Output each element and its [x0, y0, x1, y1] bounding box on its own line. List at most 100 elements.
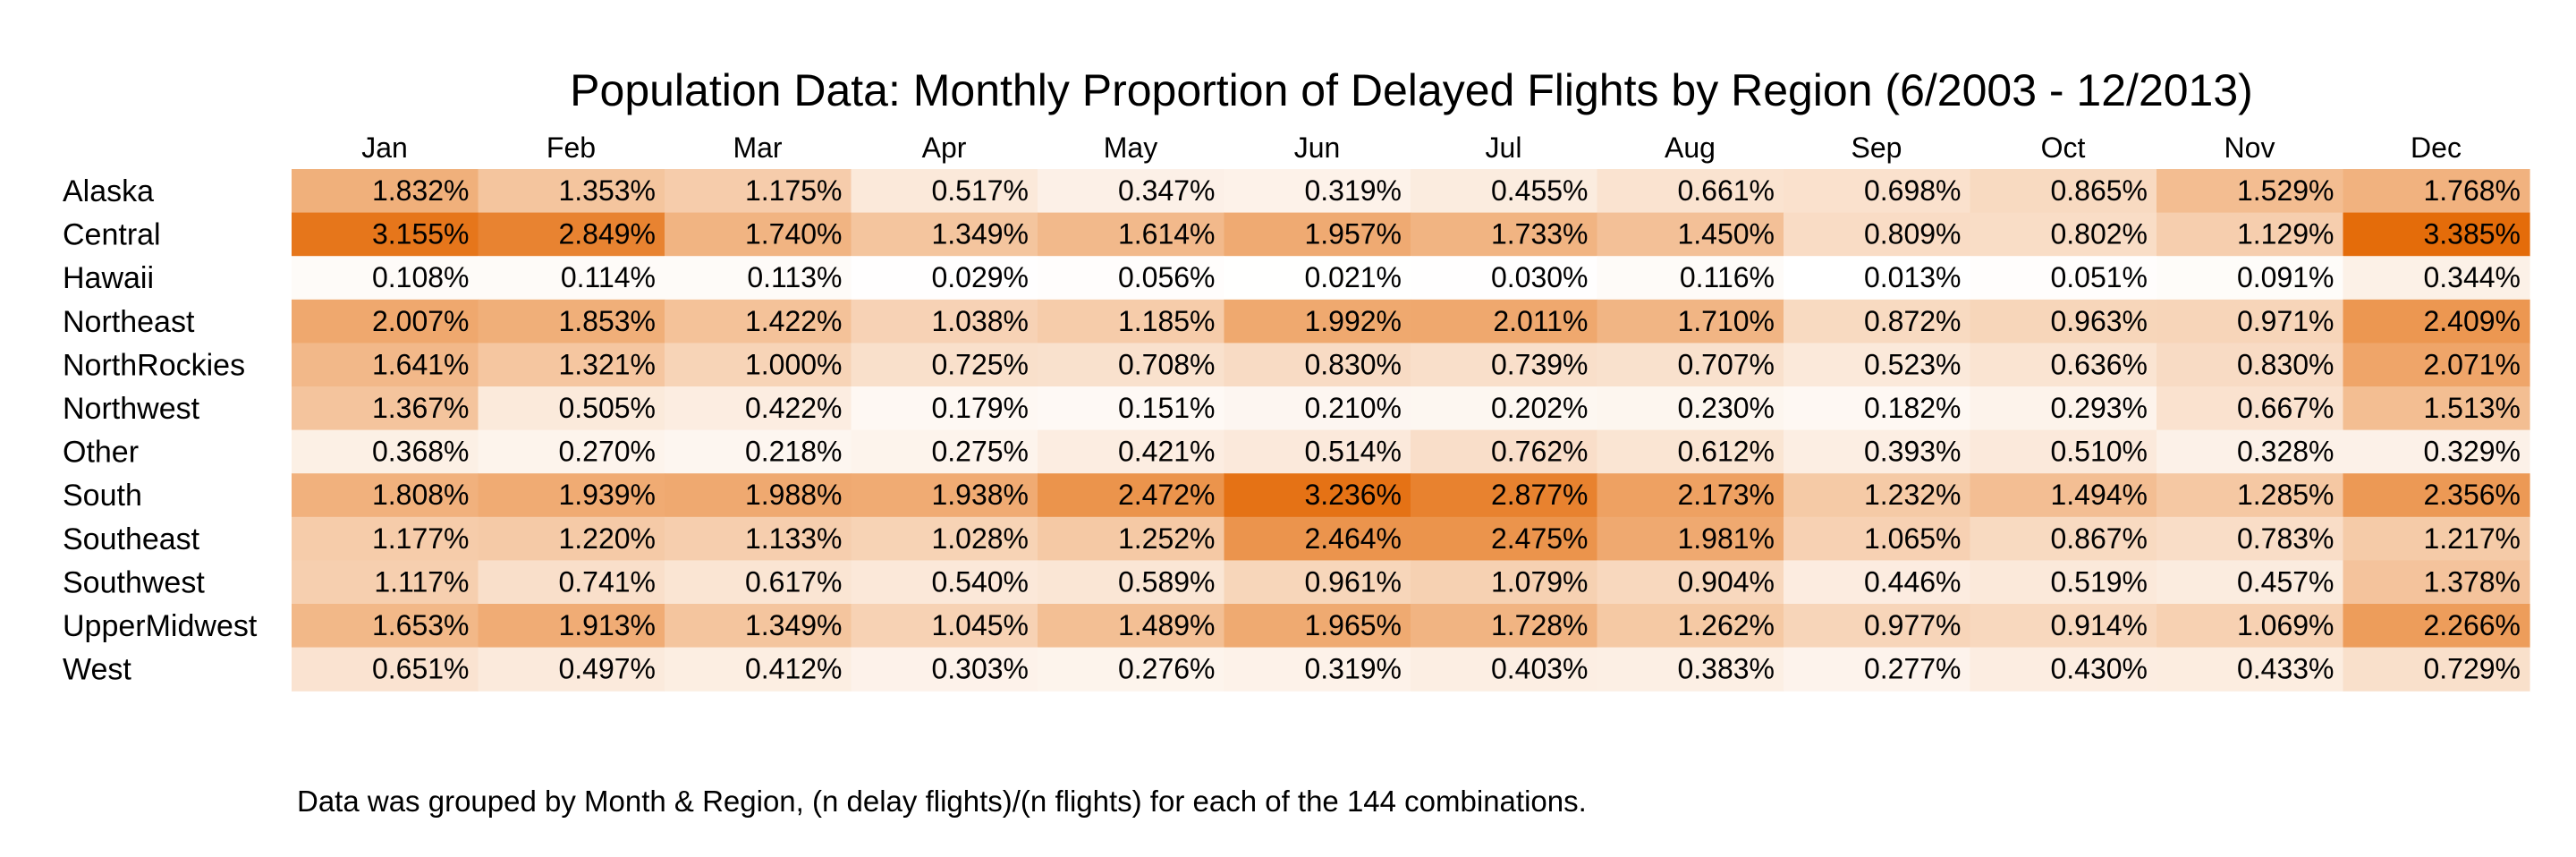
heatmap-cell [1038, 604, 1225, 649]
heatmap-cell [292, 560, 479, 605]
heatmap-cell [2157, 299, 2344, 344]
heatmap-cell [2157, 647, 2344, 692]
cell-value-label: 2.173% [1677, 479, 1775, 511]
cell-value-label: 0.056% [1118, 261, 1216, 293]
cell-value-label: 0.904% [1677, 565, 1775, 598]
heatmap-cell [665, 473, 852, 518]
heatmap-cell [2343, 343, 2530, 387]
cell-value-label: 0.114% [561, 261, 656, 293]
cell-value-label: 0.497% [558, 653, 656, 685]
heatmap-cell [665, 386, 852, 431]
cell-value-label: 0.617% [745, 565, 843, 598]
heatmap-cell [2157, 604, 2344, 649]
heatmap-cell [1224, 473, 1411, 518]
heatmap-cell [1784, 647, 1971, 692]
heatmap-cell [665, 256, 852, 301]
heatmap-cell [1784, 429, 1971, 474]
cell-value-label: 0.540% [931, 565, 1029, 598]
heatmap-cell [851, 386, 1038, 431]
heatmap-cell [2157, 212, 2344, 257]
cell-value-label: 1.065% [1864, 522, 1962, 555]
cell-value-label: 0.051% [2050, 261, 2148, 293]
heatmap-cell [1597, 647, 1784, 692]
region-label: NorthRockies [63, 348, 245, 382]
cell-value-label: 0.218% [745, 436, 843, 468]
heatmap-cell [851, 473, 1038, 518]
cell-value-label: 3.385% [2423, 218, 2521, 250]
heatmap-cell [1224, 560, 1411, 605]
heatmap-cell [292, 256, 479, 301]
heatmap-cell [2343, 516, 2530, 561]
heatmap-cell [851, 256, 1038, 301]
cell-value-label: 0.519% [2050, 565, 2148, 598]
heatmap-cell [1038, 473, 1225, 518]
cell-value-label: 0.179% [931, 392, 1029, 424]
cell-value-label: 1.853% [558, 305, 656, 337]
heatmap-cell [1411, 429, 1598, 474]
heatmap-cell [851, 299, 1038, 344]
cell-value-label: 0.505% [558, 392, 656, 424]
cell-value-label: 0.510% [2050, 436, 2148, 468]
cell-value-label: 0.741% [558, 565, 656, 598]
heatmap-cell [292, 343, 479, 387]
month-label: Sep [1852, 132, 1902, 164]
cell-value-label: 3.236% [1304, 479, 1402, 511]
heatmap-cell [2343, 473, 2530, 518]
cell-value-label: 2.007% [372, 305, 470, 337]
cell-value-label: 0.275% [931, 436, 1029, 468]
heatmap-cell [1411, 516, 1598, 561]
heatmap-cell [1970, 560, 2157, 605]
heatmap-cell [1038, 647, 1225, 692]
cell-value-label: 0.707% [1677, 348, 1775, 380]
cell-value-label: 1.988% [745, 479, 843, 511]
cell-value-label: 0.276% [1118, 653, 1216, 685]
cell-value-label: 1.513% [2423, 392, 2521, 424]
cell-value-label: 0.725% [931, 348, 1029, 380]
heatmap-cell [1411, 169, 1598, 214]
heatmap-cell [851, 169, 1038, 214]
heatmap-cell [1224, 429, 1411, 474]
cell-value-label: 0.830% [1304, 348, 1402, 380]
heatmap-cell [665, 604, 852, 649]
region-label: Alaska [63, 174, 154, 208]
heatmap-cell [2343, 212, 2530, 257]
heatmap-cell [478, 516, 665, 561]
heatmap-cell [2157, 429, 2344, 474]
cell-value-label: 0.830% [2237, 348, 2334, 380]
cell-value-label: 0.013% [1864, 261, 1962, 293]
heatmap-cell [2343, 299, 2530, 344]
cell-value-label: 1.832% [372, 174, 470, 207]
cell-value-label: 0.029% [931, 261, 1029, 293]
region-label: South [63, 479, 142, 513]
month-axis-labels: Jan Feb Mar Apr May Jun Jul Aug Sep Oct Nov Dec [361, 132, 2462, 164]
heatmap-cell [292, 386, 479, 431]
cell-value-label: 0.182% [1864, 392, 1962, 424]
cell-value-label: 0.270% [558, 436, 656, 468]
region-label: UpperMidwest [63, 609, 258, 643]
heatmap-cell [1038, 169, 1225, 214]
heatmap-cell [1038, 212, 1225, 257]
month-label: Nov [2224, 132, 2275, 164]
heatmap-cell [665, 212, 852, 257]
cell-value-label: 2.071% [2423, 348, 2521, 380]
cell-value-label: 0.914% [2050, 609, 2148, 641]
cell-value-label: 1.957% [1304, 218, 1402, 250]
heatmap-cell [292, 169, 479, 214]
cell-value-label: 0.729% [2423, 653, 2521, 685]
month-label: Feb [547, 132, 596, 164]
heatmap-cell [1411, 604, 1598, 649]
cell-value-label: 1.353% [558, 174, 656, 207]
cell-value-label: 1.232% [1864, 479, 1962, 511]
heatmap-cell [478, 604, 665, 649]
heatmap-cell [2343, 169, 2530, 214]
cell-value-label: 1.079% [1491, 565, 1589, 598]
heatmap-cell [2343, 560, 2530, 605]
heatmap-cell [851, 604, 1038, 649]
cell-value-label: 2.472% [1118, 479, 1216, 511]
cell-value-label: 0.393% [1864, 436, 1962, 468]
heatmap-cell [2157, 473, 2344, 518]
heatmap-cell [665, 560, 852, 605]
cell-value-label: 0.667% [2237, 392, 2334, 424]
cell-value-label: 1.349% [745, 609, 843, 641]
cell-value-label: 1.378% [2423, 565, 2521, 598]
